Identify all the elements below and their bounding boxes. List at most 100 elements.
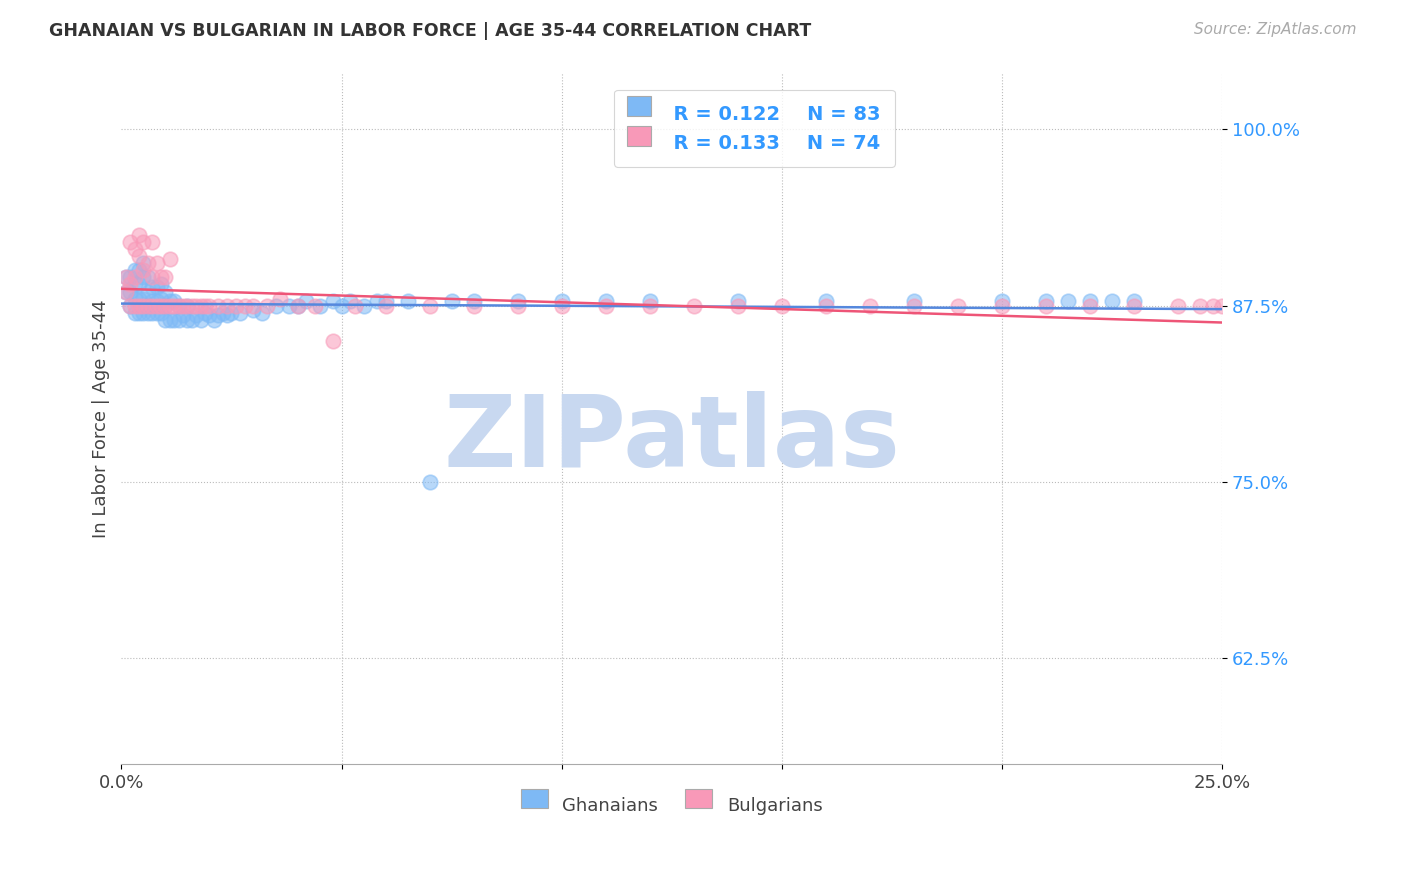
Point	[141, 306, 163, 320]
Point	[155, 312, 177, 326]
Point	[190, 312, 212, 326]
Text: GHANAIAN VS BULGARIAN IN LABOR FORCE | AGE 35-44 CORRELATION CHART: GHANAIAN VS BULGARIAN IN LABOR FORCE | A…	[49, 22, 811, 40]
Point	[595, 294, 617, 309]
Point	[176, 299, 198, 313]
Point	[550, 299, 572, 313]
Point	[120, 270, 142, 285]
Point	[322, 294, 344, 309]
Point	[186, 299, 208, 313]
Point	[1233, 299, 1256, 313]
Point	[128, 249, 150, 263]
Point	[198, 299, 221, 313]
Point	[132, 299, 155, 313]
Point	[136, 306, 159, 320]
Point	[115, 285, 138, 299]
Point	[150, 306, 173, 320]
Point	[124, 242, 146, 256]
Point	[233, 299, 256, 313]
Point	[287, 299, 309, 313]
Point	[322, 334, 344, 348]
Point	[190, 299, 212, 313]
Point	[145, 256, 167, 270]
Point	[859, 299, 882, 313]
Point	[308, 299, 330, 313]
Point	[727, 294, 749, 309]
Point	[221, 306, 243, 320]
Point	[132, 292, 155, 306]
Point	[145, 306, 167, 320]
Point	[186, 309, 208, 323]
Point	[150, 277, 173, 292]
Legend: Ghanaians, Bulgarians: Ghanaians, Bulgarians	[512, 787, 831, 824]
Point	[136, 270, 159, 285]
Point	[287, 299, 309, 313]
Point	[167, 312, 190, 326]
Point	[1167, 299, 1189, 313]
Point	[172, 309, 194, 323]
Point	[141, 235, 163, 249]
Point	[1254, 122, 1277, 136]
Point	[176, 299, 198, 313]
Point	[150, 299, 173, 313]
Point	[229, 306, 252, 320]
Point	[120, 277, 142, 292]
Point	[120, 299, 142, 313]
Point	[419, 299, 441, 313]
Point	[217, 309, 239, 323]
Point	[159, 294, 181, 309]
Point	[1188, 299, 1211, 313]
Point	[115, 285, 138, 299]
Point	[1078, 299, 1101, 313]
Text: Source: ZipAtlas.com: Source: ZipAtlas.com	[1194, 22, 1357, 37]
Point	[339, 294, 361, 309]
Point	[277, 299, 299, 313]
Point	[1211, 299, 1233, 313]
Point	[225, 299, 247, 313]
Point	[128, 263, 150, 277]
Point	[124, 263, 146, 277]
Point	[128, 299, 150, 313]
Point	[167, 299, 190, 313]
Point	[330, 299, 353, 313]
Point	[145, 294, 167, 309]
Point	[120, 235, 142, 249]
Point	[136, 285, 159, 299]
Point	[217, 299, 239, 313]
Point	[150, 270, 173, 285]
Point	[638, 299, 661, 313]
Point	[115, 270, 138, 285]
Point	[211, 306, 233, 320]
Point	[595, 299, 617, 313]
Point	[120, 285, 142, 299]
Point	[506, 299, 529, 313]
Point	[141, 294, 163, 309]
Point	[132, 263, 155, 277]
Point	[374, 299, 396, 313]
Point	[163, 312, 186, 326]
Point	[343, 299, 366, 313]
Point	[159, 299, 181, 313]
Point	[124, 270, 146, 285]
Point	[180, 312, 202, 326]
Point	[124, 277, 146, 292]
Point	[1056, 294, 1078, 309]
Point	[295, 294, 318, 309]
Point	[145, 299, 167, 313]
Point	[353, 299, 375, 313]
Point	[132, 270, 155, 285]
Point	[374, 294, 396, 309]
Point	[252, 306, 274, 320]
Point	[180, 299, 202, 313]
Point	[814, 299, 837, 313]
Point	[991, 299, 1014, 313]
Point	[172, 299, 194, 313]
Point	[550, 294, 572, 309]
Y-axis label: In Labor Force | Age 35-44: In Labor Force | Age 35-44	[93, 299, 110, 538]
Point	[124, 292, 146, 306]
Point	[141, 280, 163, 294]
Point	[440, 294, 463, 309]
Point	[903, 299, 925, 313]
Point	[304, 299, 326, 313]
Point	[242, 299, 264, 313]
Point	[115, 270, 138, 285]
